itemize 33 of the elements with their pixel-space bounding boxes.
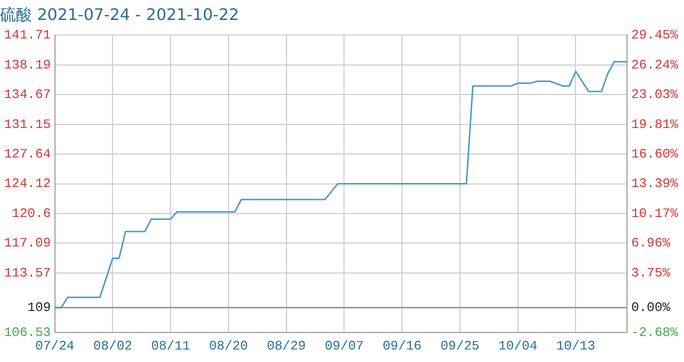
y-tick-label: 138.19 [4,57,51,72]
y2-tick-label: 29.45% [631,28,678,43]
x-tick-label: 10/13 [556,338,596,354]
y-tick-label: 124.12 [4,176,51,192]
x-tick-label: 08/11 [151,338,190,354]
x-tick-label: 07/24 [35,338,75,354]
x-tick-label: 09/16 [382,338,422,354]
x-tick-label: 09/25 [440,338,480,354]
x-tick-label: 08/20 [208,338,248,354]
y-tick-label: 131.15 [4,116,51,132]
y2-tick-label: 19.81% [631,116,678,132]
x-tick-label: 09/07 [324,338,364,354]
y-tick-label: 113.57 [4,265,51,280]
x-tick-label: 08/02 [93,338,132,354]
y2-tick-label: 13.39% [631,176,678,192]
y-tick-label: 109 [27,300,51,315]
y-tick-label: 134.67 [4,87,51,102]
y2-tick-label: 3.75% [631,265,670,280]
x-tick-label: 08/29 [266,338,306,354]
y2-tick-label: 26.24% [631,57,678,72]
y-tick-label: 117.09 [4,236,51,251]
y-tick-label: 141.71 [4,28,51,43]
y2-tick-label: 16.60% [631,146,678,162]
y2-tick-label: 6.96% [631,236,670,251]
y-tick-label: 127.64 [4,146,51,162]
y-tick-label: 120.6 [12,206,51,221]
y2-tick-label: 23.03% [631,87,678,102]
y2-tick-label: -2.68% [631,324,678,340]
y-tick-label: 106.53 [4,324,51,340]
x-tick-label: 10/04 [498,338,538,354]
y2-tick-label: 10.17% [631,206,678,221]
y2-tick-label: 0.00% [631,300,670,316]
chart-title: 硫酸 2021-07-24 - 2021-10-22 [0,4,239,24]
